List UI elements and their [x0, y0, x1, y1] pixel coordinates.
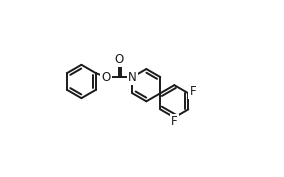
Text: F: F [189, 85, 196, 98]
Text: N: N [128, 71, 137, 84]
Text: O: O [101, 71, 111, 84]
Text: F: F [171, 115, 178, 128]
Text: O: O [114, 53, 124, 66]
